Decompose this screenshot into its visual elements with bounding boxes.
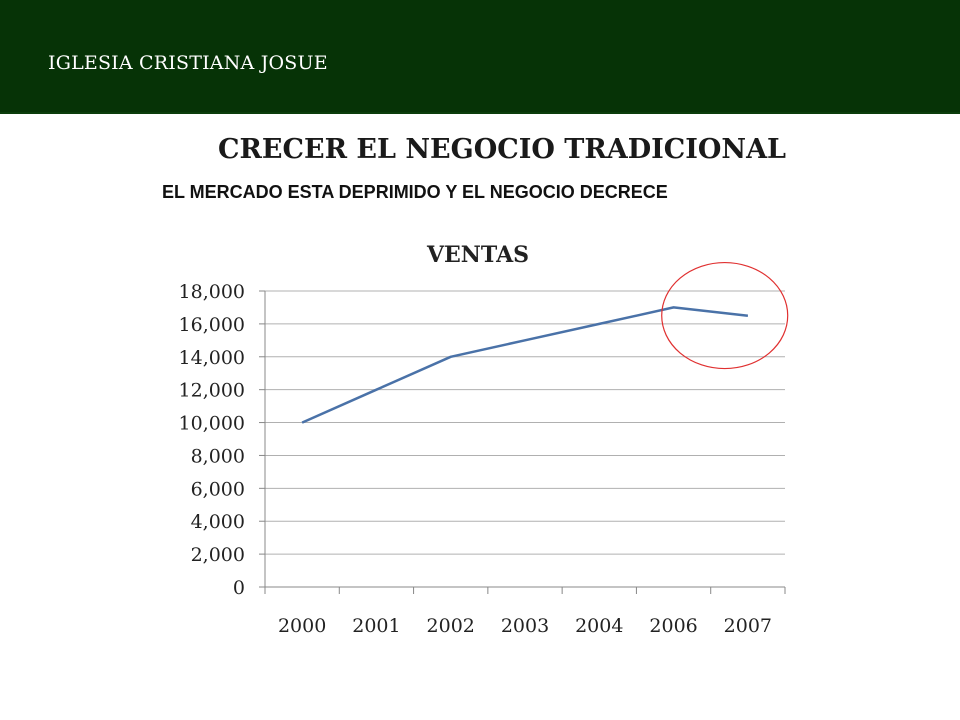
x-tick-label: 2007 [724,615,772,637]
x-tick-label: 2003 [501,615,549,637]
x-tick-label: 2004 [575,615,623,637]
y-tick-label: 6,000 [191,478,245,500]
y-tick-label: 2,000 [191,544,245,566]
slide-title: CRECER EL NEGOCIO TRADICIONAL [218,134,787,165]
y-tick-label: 8,000 [191,445,245,467]
chart-series [301,306,749,424]
x-tick-label: 2001 [352,615,400,637]
highlight-circle [661,261,789,370]
header-title: IGLESIA CRISTIANA JOSUE [48,52,328,74]
y-tick-label: 18,000 [179,281,245,303]
x-tick-label: 2000 [278,615,326,637]
chart-gridlines [265,290,785,555]
x-axis-tick-labels: 2000 2001 2002 2003 2004 2006 2007 [278,615,772,637]
series-line [301,306,749,424]
chart-axes [259,290,786,594]
slide-subtitle: EL MERCADO ESTA DEPRIMIDO Y EL NEGOCIO D… [162,182,668,202]
y-axis-tick-labels: 0 2,000 4,000 6,000 8,000 10,000 12,000 14,000 1… [179,281,245,599]
y-tick-label: 14,000 [179,347,245,369]
x-tick-label: 2002 [427,615,475,637]
y-tick-label: 10,000 [179,413,245,435]
y-tick-label: 4,000 [191,511,245,533]
chart-title: VENTAS [426,242,529,268]
y-tick-label: 0 [233,577,245,599]
y-tick-label: 16,000 [179,314,245,336]
x-tick-label: 2006 [649,615,697,637]
y-tick-label: 12,000 [179,380,245,402]
chart-annotations [661,261,789,370]
header-bar: IGLESIA CRISTIANA JOSUE [0,0,960,114]
